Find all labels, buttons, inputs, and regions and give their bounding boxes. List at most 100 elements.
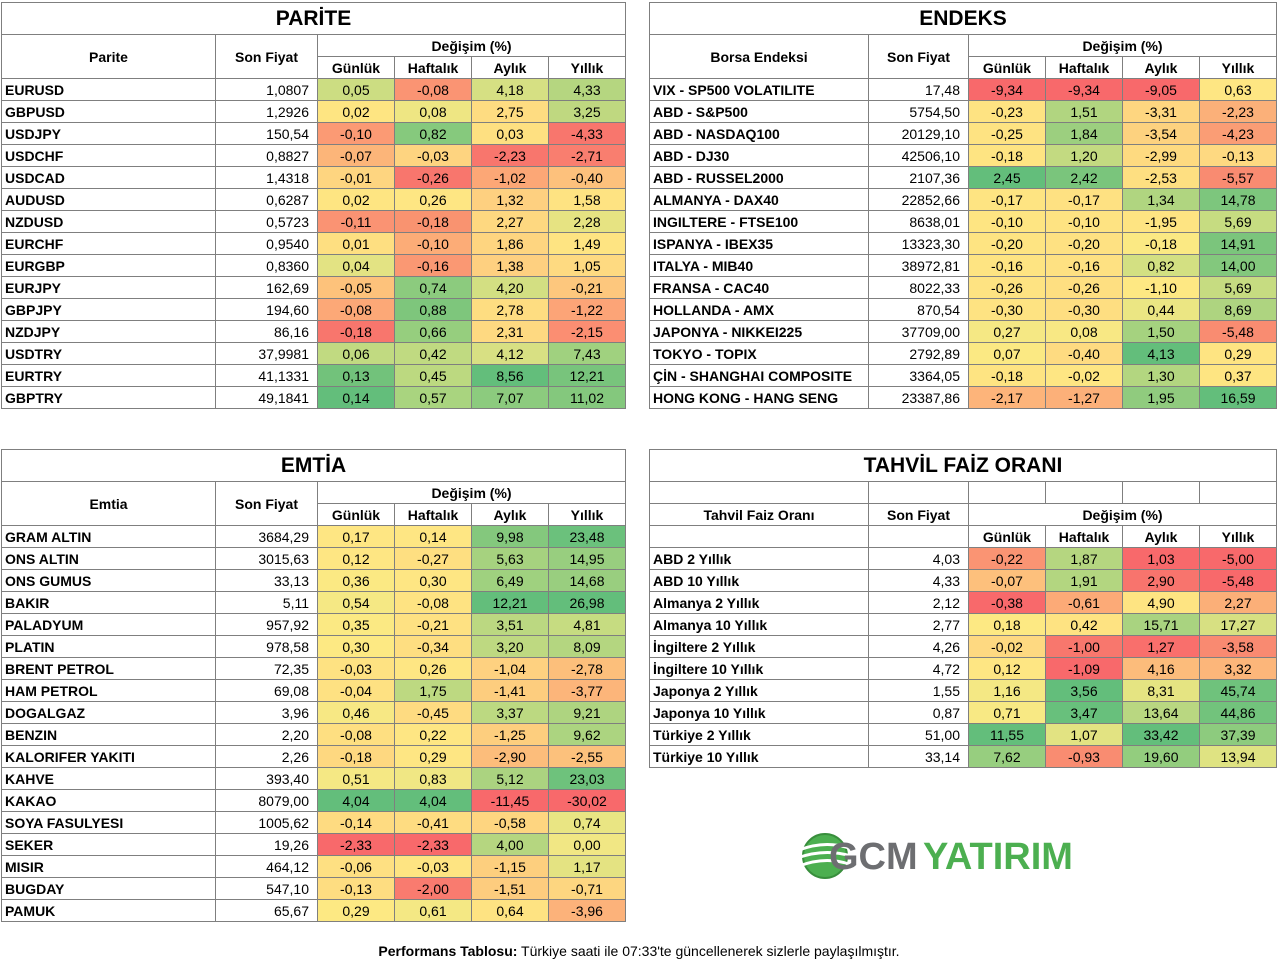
row-monthly: 1,34	[1122, 188, 1200, 211]
table-row: DOGALGAZ 3,96 0,46 -0,45 3,37 9,21	[1, 701, 626, 724]
row-name: PAMUK	[1, 899, 216, 922]
row-name: ITALYA - MIB40	[649, 254, 869, 277]
row-monthly: 4,90	[1122, 591, 1200, 614]
tahvil-sub-daily: Günlük	[968, 525, 1046, 548]
row-name: ABD - DJ30	[649, 144, 869, 167]
row-daily: -0,08	[317, 298, 395, 321]
row-monthly: -0,58	[471, 811, 549, 834]
row-yearly: 14,78	[1199, 188, 1277, 211]
row-price: 17,48	[868, 78, 969, 101]
row-price: 0,6287	[215, 188, 318, 211]
row-yearly: -0,40	[548, 166, 626, 189]
row-daily: -0,07	[317, 144, 395, 167]
row-monthly: 1,86	[471, 232, 549, 255]
row-yearly: 9,21	[548, 701, 626, 724]
row-yearly: 0,00	[548, 833, 626, 856]
logo-yatirim-text: YATIRIM	[923, 836, 1073, 878]
row-weekly: 0,66	[394, 320, 472, 343]
endeks-sub-weekly: Haftalık	[1045, 56, 1123, 79]
row-price: 3015,63	[215, 547, 318, 570]
row-weekly: -0,30	[1045, 298, 1123, 321]
table-row: ÇİN - SHANGHAI COMPOSITE 3364,05 -0,18 -0,0…	[649, 364, 1277, 387]
emtia-sub-yearly: Yıllık	[548, 503, 626, 526]
row-name: Türkiye 10 Yıllık	[649, 745, 869, 768]
row-daily: 0,12	[317, 547, 395, 570]
row-daily: 0,13	[317, 364, 395, 387]
row-yearly: 23,48	[548, 525, 626, 548]
row-yearly: -5,48	[1199, 569, 1277, 592]
row-weekly: 0,42	[394, 342, 472, 365]
row-weekly: 0,29	[394, 745, 472, 768]
row-name: KAKAO	[1, 789, 216, 812]
row-daily: 0,36	[317, 569, 395, 592]
row-daily: -0,07	[968, 569, 1046, 592]
row-yearly: 16,59	[1199, 386, 1277, 409]
row-monthly: 0,44	[1122, 298, 1200, 321]
row-name: KAHVE	[1, 767, 216, 790]
table-row: BAKIR 5,11 0,54 -0,08 12,21 26,98	[1, 591, 626, 614]
table-row: EURJPY 162,69 -0,05 0,74 4,20 -0,21	[1, 276, 626, 299]
parite-col-change: Değişim (%)	[317, 34, 626, 57]
row-weekly: -0,27	[394, 547, 472, 570]
row-daily: -0,16	[968, 254, 1046, 277]
table-row: JAPONYA - NIKKEI225 37709,00 0,27 0,08 1,50-…	[649, 320, 1277, 343]
row-name: KALORIFER YAKITI	[1, 745, 216, 768]
row-price: 8638,01	[868, 210, 969, 233]
row-weekly: 4,04	[394, 789, 472, 812]
row-yearly: 2,28	[548, 210, 626, 233]
row-daily: -0,17	[968, 188, 1046, 211]
row-monthly: -3,54	[1122, 122, 1200, 145]
row-monthly: 5,12	[471, 767, 549, 790]
row-monthly: 6,49	[471, 569, 549, 592]
row-daily: 0,30	[317, 635, 395, 658]
row-daily: -0,38	[968, 591, 1046, 614]
row-price: 69,08	[215, 679, 318, 702]
table-row: PLATIN 978,58 0,30 -0,34 3,20 8,09	[1, 635, 626, 658]
row-yearly: 12,21	[548, 364, 626, 387]
row-name: Almanya 10 Yıllık	[649, 613, 869, 636]
row-monthly: 1,27	[1122, 635, 1200, 658]
table-row: TOKYO - TOPIX 2792,89 0,07 -0,40 4,13 0,29	[649, 342, 1277, 365]
row-price: 8022,33	[868, 276, 969, 299]
row-name: HAM PETROL	[1, 679, 216, 702]
row-daily: -0,04	[317, 679, 395, 702]
row-name: ONS ALTIN	[1, 547, 216, 570]
row-daily: -2,17	[968, 386, 1046, 409]
row-name: JAPONYA - NIKKEI225	[649, 320, 869, 343]
row-price: 464,12	[215, 855, 318, 878]
row-yearly: 0,37	[1199, 364, 1277, 387]
row-weekly: -0,08	[394, 78, 472, 101]
row-weekly: -0,41	[394, 811, 472, 834]
row-price: 72,35	[215, 657, 318, 680]
tahvil-col-price: Son Fiyat	[868, 503, 969, 526]
parite-sub-monthly: Aylık	[471, 56, 549, 79]
row-monthly: 0,64	[471, 899, 549, 922]
row-weekly: 1,75	[394, 679, 472, 702]
row-name: ABD 2 Yıllık	[649, 547, 869, 570]
endeks-panel: ENDEKS Borsa Endeksi Son Fiyat Değişim (…	[649, 2, 1277, 409]
footer-text: Türkiye saati ile 07:33'te güncellenerek…	[517, 943, 900, 959]
row-daily: 0,46	[317, 701, 395, 724]
row-yearly: -0,21	[548, 276, 626, 299]
row-yearly: 26,98	[548, 591, 626, 614]
emtia-sub-daily: Günlük	[317, 503, 395, 526]
parite-col-name: Parite	[1, 34, 216, 79]
row-weekly: 2,42	[1045, 166, 1123, 189]
row-daily: 0,07	[968, 342, 1046, 365]
row-monthly: 0,03	[471, 122, 549, 145]
table-row: ABD 10 Yıllık 4,33 -0,07 1,91 2,90 -5,48	[649, 569, 1277, 592]
row-name: SEKER	[1, 833, 216, 856]
table-row: MISIR 464,12 -0,06 -0,03 -1,15 1,17	[1, 855, 626, 878]
row-weekly: 1,07	[1045, 723, 1123, 746]
row-daily: 0,54	[317, 591, 395, 614]
row-name: BENZIN	[1, 723, 216, 746]
parite-table: PARİTE Parite Son Fiyat Değişim (%) Günl…	[1, 2, 626, 409]
row-weekly: 0,88	[394, 298, 472, 321]
row-yearly: 14,00	[1199, 254, 1277, 277]
row-daily: -0,13	[317, 877, 395, 900]
table-row: HONG KONG - HANG SENG 23387,86 -2,17 -1,27 1…	[649, 386, 1277, 409]
row-weekly: -0,10	[394, 232, 472, 255]
row-price: 5754,50	[868, 100, 969, 123]
row-monthly: 1,95	[1122, 386, 1200, 409]
row-name: ABD 10 Yıllık	[649, 569, 869, 592]
